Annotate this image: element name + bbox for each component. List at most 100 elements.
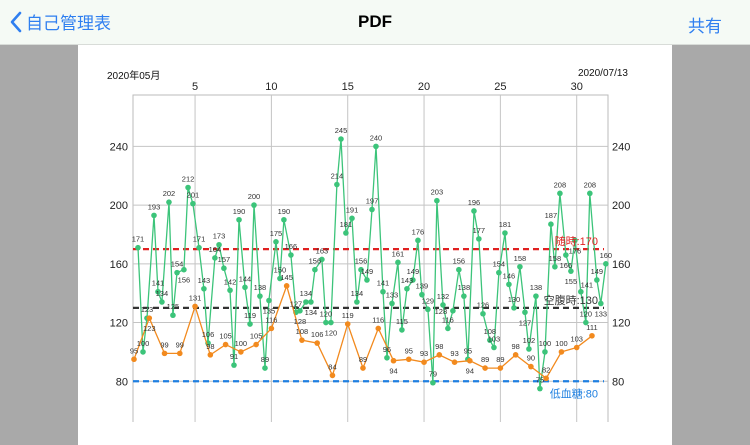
data-point: [558, 349, 565, 355]
data-point: [506, 281, 512, 288]
data-point: [419, 291, 425, 298]
data-label: 108: [296, 327, 309, 336]
data-label: 156: [309, 257, 322, 266]
month-label: 2020年05月: [107, 71, 161, 82]
data-point: [190, 200, 196, 207]
data-label: 142: [224, 277, 237, 286]
threshold-label: 低血糖:80: [550, 386, 598, 400]
data-point: [338, 136, 344, 142]
data-point: [497, 365, 504, 371]
y-tick-label-right: 200: [612, 200, 630, 212]
data-point: [487, 337, 493, 343]
data-point: [146, 315, 153, 321]
data-label: 98: [435, 342, 443, 351]
data-label: 138: [254, 283, 267, 292]
y-tick-label-right: 80: [612, 376, 624, 388]
data-point: [231, 362, 237, 368]
y-tick-label-left: 80: [116, 376, 128, 388]
y-tick-label-left: 240: [110, 141, 128, 153]
data-point: [573, 344, 580, 351]
data-point: [598, 300, 604, 307]
data-point: [354, 299, 360, 305]
data-label: 93: [420, 349, 428, 358]
data-point: [533, 293, 539, 299]
data-point: [247, 321, 253, 327]
data-label: 94: [466, 367, 474, 376]
data-label: 133: [595, 309, 608, 318]
data-label: 144: [239, 274, 252, 283]
y-tick-label-left: 160: [110, 259, 128, 271]
data-label: 98: [206, 342, 214, 351]
data-label: 127: [519, 318, 532, 327]
data-point: [283, 283, 290, 289]
y-tick-label-right: 240: [612, 141, 630, 153]
data-point: [288, 252, 294, 258]
data-point: [155, 288, 161, 295]
data-label: 158: [514, 254, 527, 263]
data-label: 214: [331, 172, 344, 181]
data-label: 134: [351, 289, 364, 298]
data-label: 94: [389, 367, 397, 376]
data-label: 120: [320, 310, 333, 319]
back-button[interactable]: 自己管理表: [10, 9, 111, 34]
data-point: [344, 321, 351, 327]
data-label: 155: [565, 277, 578, 286]
x-tick-label: 15: [342, 81, 354, 93]
grid-layer: [133, 95, 608, 422]
pdf-page: 2020年05月 2020/07/13: [78, 45, 672, 445]
data-label: 208: [584, 180, 597, 189]
data-point: [281, 216, 287, 223]
data-label: 181: [499, 220, 512, 229]
data-label: 240: [370, 133, 383, 142]
y-tick-label-left: 120: [110, 318, 128, 330]
data-point: [216, 241, 222, 248]
data-label: 108: [484, 327, 497, 336]
data-point: [399, 327, 405, 333]
data-point: [314, 340, 320, 346]
data-label: 96: [383, 345, 391, 354]
data-label: 164: [209, 245, 222, 254]
data-point: [512, 352, 519, 358]
data-label: 138: [458, 283, 471, 292]
data-point: [496, 269, 502, 276]
data-point: [461, 293, 467, 299]
data-point: [563, 252, 569, 258]
data-label: 245: [335, 126, 348, 135]
data-label: 141: [377, 279, 390, 288]
data-point: [395, 259, 401, 266]
data-label: 208: [554, 180, 567, 189]
data-label: 105: [250, 332, 263, 341]
data-label: 125: [167, 302, 180, 311]
data-point: [522, 309, 528, 316]
data-point: [425, 306, 431, 313]
data-point: [380, 288, 386, 295]
data-label: 131: [189, 293, 202, 302]
data-label: 166: [285, 242, 298, 251]
data-label: 99: [160, 340, 168, 349]
data-point: [421, 359, 427, 365]
data-label: 139: [416, 282, 429, 291]
data-label: 116: [372, 315, 384, 324]
data-point: [364, 277, 370, 283]
data-point: [603, 261, 609, 267]
data-point: [140, 349, 146, 355]
data-point: [266, 297, 272, 304]
data-label: 176: [569, 246, 582, 255]
data-label: 89: [496, 355, 504, 364]
data-label: 141: [152, 279, 165, 288]
share-button[interactable]: 共有: [688, 17, 722, 36]
data-label: 190: [233, 207, 246, 216]
data-point: [583, 319, 589, 326]
data-label: 163: [316, 246, 329, 255]
data-point: [511, 305, 517, 311]
data-label: 150: [274, 266, 287, 275]
data-label: 135: [263, 307, 276, 316]
data-point: [312, 266, 318, 273]
data-point: [528, 363, 534, 370]
data-label: 116: [442, 315, 454, 324]
data-label: 157: [218, 255, 231, 264]
data-point: [594, 277, 600, 283]
plot-frame: [132, 94, 609, 422]
data-label: 95: [405, 346, 413, 355]
